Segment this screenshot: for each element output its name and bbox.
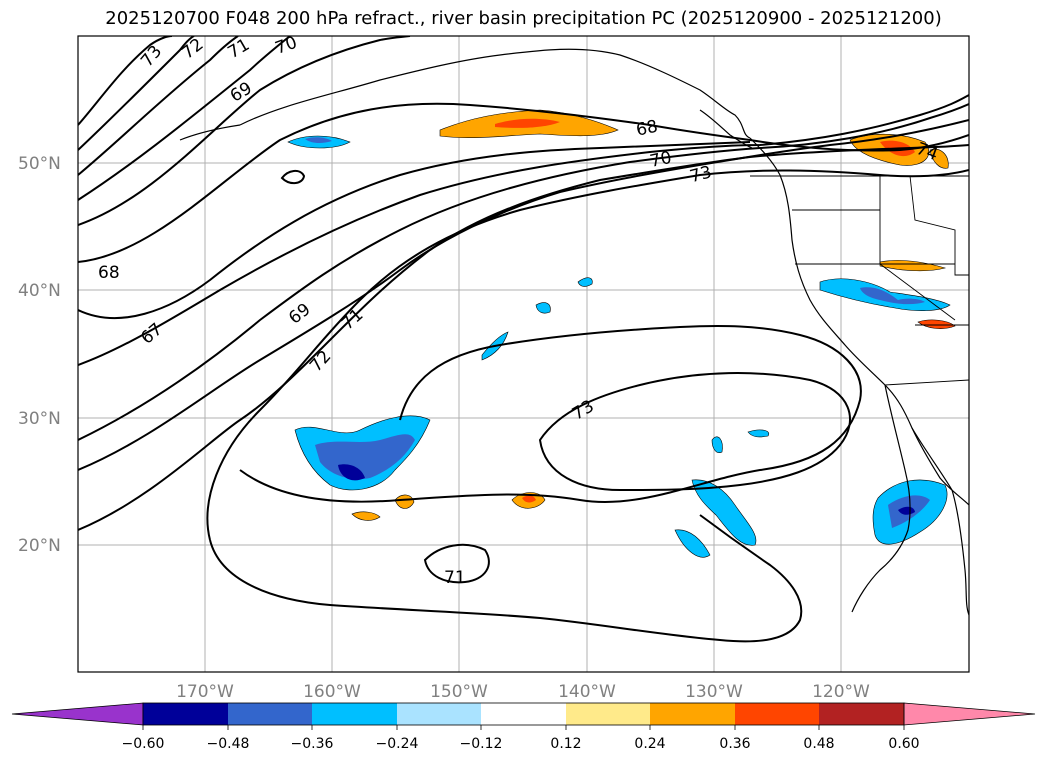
colorbar-extend-high bbox=[903, 702, 1036, 726]
contour-70-mid bbox=[78, 103, 969, 441]
colorbar-tick-label: 0.12 bbox=[550, 736, 581, 752]
alaska-coast bbox=[239, 48, 751, 139]
contour-72-mid bbox=[78, 144, 969, 531]
political-borders bbox=[750, 175, 969, 386]
contour-73-inner bbox=[538, 372, 851, 492]
precip-patch-neg-130w-c bbox=[747, 429, 770, 438]
lat-label-50n: 50°N bbox=[18, 154, 61, 174]
lon-label-170w: 170°W bbox=[176, 682, 234, 702]
longitude-labels: 170°W 160°W 150°W 140°W 130°W 120°W bbox=[176, 682, 870, 702]
colorbar-tick-label: −0.60 bbox=[122, 736, 165, 752]
precip-patch-neg-130w bbox=[691, 479, 757, 546]
colorbar-tick-label: 0.48 bbox=[803, 736, 834, 752]
colorbar-tick-label: −0.36 bbox=[291, 736, 334, 752]
colorbar-ticks bbox=[142, 725, 905, 730]
baja-peninsula bbox=[851, 384, 911, 613]
contour-label: 68 bbox=[98, 263, 120, 283]
colorbar-frame bbox=[142, 702, 905, 726]
precip-patch-neg-california-core bbox=[860, 287, 925, 305]
contour-outer-south bbox=[209, 514, 803, 643]
contour-72-south bbox=[239, 324, 862, 504]
precip-patch-pos-arizona bbox=[917, 319, 956, 329]
colorbar-segment bbox=[312, 703, 397, 725]
colorbar-segment bbox=[819, 703, 904, 725]
precip-patch-pos-hawaii-2 bbox=[351, 511, 381, 521]
lat-label-20n: 20°N bbox=[18, 536, 61, 556]
contour-71-ring bbox=[423, 543, 490, 584]
precip-patch-neg-40n-b bbox=[535, 302, 551, 314]
colorbar-tick-label: 0.60 bbox=[888, 736, 919, 752]
mexico-coast bbox=[911, 427, 969, 616]
border-id bbox=[909, 175, 969, 276]
precip-patch-neg-130w-b bbox=[674, 529, 711, 558]
colorbar: −0.60 −0.48 −0.36 −0.24 −0.12 0.12 0.24 … bbox=[11, 702, 1036, 752]
lon-label-160w: 160°W bbox=[303, 682, 361, 702]
lon-label-130w: 130°W bbox=[685, 682, 743, 702]
precip-patch-neg-40n-c bbox=[577, 277, 593, 287]
colorbar-tick-label: −0.12 bbox=[460, 736, 503, 752]
contour-label: 68 bbox=[634, 117, 659, 141]
precip-patch-north-pacific-core bbox=[495, 118, 560, 128]
lon-label-150w: 150°W bbox=[430, 682, 488, 702]
border-nv bbox=[879, 176, 956, 321]
map-frame bbox=[77, 35, 970, 673]
colorbar-segment bbox=[566, 703, 650, 725]
precip-patch-neg-130w-d bbox=[711, 436, 723, 453]
colorbar-tick-label: 0.24 bbox=[634, 736, 665, 752]
contour-70-north bbox=[78, 36, 291, 201]
north-america-west-coast bbox=[749, 137, 969, 506]
contour-73-north bbox=[78, 36, 173, 126]
colorbar-segment bbox=[735, 703, 819, 725]
colorbar-tick-label: −0.24 bbox=[376, 736, 419, 752]
precip-patch-neg-baja-core bbox=[898, 506, 915, 515]
lon-label-120w: 120°W bbox=[812, 682, 870, 702]
colorbar-segment bbox=[397, 703, 481, 725]
colorbar-tick-label: 0.36 bbox=[719, 736, 750, 752]
precip-patch-pos-nevada bbox=[879, 260, 947, 272]
contour-71-north bbox=[78, 36, 239, 176]
coastlines bbox=[179, 48, 969, 616]
precip-fill-patches bbox=[287, 109, 956, 558]
contour-72-north bbox=[78, 36, 195, 151]
contour-label: 71 bbox=[444, 568, 466, 588]
precip-patch-bc-small bbox=[929, 148, 949, 169]
lat-label-30n: 30°N bbox=[18, 409, 61, 429]
precip-patch-pos-hawaii-3-core bbox=[522, 495, 536, 503]
colorbar-segment bbox=[481, 703, 566, 725]
contour-67 bbox=[78, 141, 751, 319]
map-title: 2025120700 F048 200 hPa refract., river … bbox=[105, 8, 942, 29]
precip-patch-neg-50n-core bbox=[305, 137, 332, 144]
contour-73-loop bbox=[206, 169, 969, 541]
colorbar-segment bbox=[143, 703, 228, 725]
border-us-mexico bbox=[884, 379, 969, 386]
colorbar-extend-low bbox=[11, 702, 144, 726]
contour-label: 70 bbox=[648, 148, 673, 172]
contour-69-north bbox=[78, 36, 411, 226]
colorbar-segment bbox=[650, 703, 735, 725]
graticule bbox=[78, 36, 969, 672]
latitude-labels: 50°N 40°N 30°N 20°N bbox=[18, 154, 61, 556]
colorbar-tick-label: −0.48 bbox=[207, 736, 250, 752]
colorbar-segment bbox=[228, 703, 312, 725]
aleutian-chain bbox=[179, 124, 241, 141]
contour-71-mid bbox=[78, 119, 969, 471]
contour-69-mid bbox=[78, 94, 969, 366]
precip-patch-neg-hawaii-north-core bbox=[338, 464, 365, 481]
refractivity-contours bbox=[78, 36, 969, 643]
lon-label-140w: 140°W bbox=[558, 682, 616, 702]
contour-small-circle bbox=[280, 170, 306, 184]
lat-label-40n: 40°N bbox=[18, 281, 61, 301]
